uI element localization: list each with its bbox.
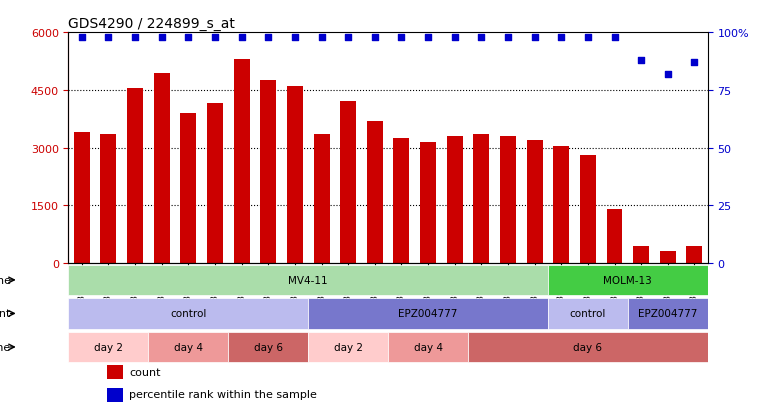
Bar xyxy=(234,60,250,263)
Point xyxy=(342,34,354,41)
Text: cell line: cell line xyxy=(0,275,11,285)
Bar xyxy=(180,114,196,263)
Bar xyxy=(314,135,330,263)
Text: EPZ004777: EPZ004777 xyxy=(638,309,698,319)
Bar xyxy=(553,146,569,263)
FancyBboxPatch shape xyxy=(628,299,708,329)
Bar xyxy=(367,121,383,263)
Text: GDS4290 / 224899_s_at: GDS4290 / 224899_s_at xyxy=(68,17,235,31)
Bar xyxy=(393,139,409,263)
Text: agent: agent xyxy=(0,309,11,319)
Bar xyxy=(207,104,223,263)
Point xyxy=(368,34,380,41)
Bar xyxy=(660,251,676,263)
Point xyxy=(475,34,487,41)
Text: MV4-11: MV4-11 xyxy=(288,275,328,285)
Text: time: time xyxy=(0,342,11,352)
Bar xyxy=(580,156,596,263)
Point xyxy=(661,71,674,78)
Bar xyxy=(607,210,622,263)
FancyBboxPatch shape xyxy=(68,265,548,295)
Bar xyxy=(260,81,276,263)
Bar xyxy=(686,246,702,263)
Text: day 4: day 4 xyxy=(413,342,443,352)
FancyBboxPatch shape xyxy=(308,332,388,362)
Bar xyxy=(154,74,170,263)
FancyBboxPatch shape xyxy=(308,299,548,329)
Text: day 6: day 6 xyxy=(253,342,283,352)
FancyBboxPatch shape xyxy=(548,265,708,295)
Point xyxy=(502,34,514,41)
Point xyxy=(528,34,540,41)
Point xyxy=(129,34,142,41)
Text: day 4: day 4 xyxy=(174,342,203,352)
Bar xyxy=(287,87,303,263)
Point xyxy=(262,34,274,41)
FancyBboxPatch shape xyxy=(388,332,468,362)
FancyBboxPatch shape xyxy=(68,299,308,329)
Bar xyxy=(127,89,143,263)
Point xyxy=(236,34,248,41)
FancyBboxPatch shape xyxy=(228,332,308,362)
Text: day 2: day 2 xyxy=(333,342,363,352)
Text: control: control xyxy=(170,309,206,319)
Bar xyxy=(340,102,356,263)
FancyBboxPatch shape xyxy=(468,332,708,362)
Text: EPZ004777: EPZ004777 xyxy=(398,309,458,319)
FancyBboxPatch shape xyxy=(548,299,628,329)
Point xyxy=(688,60,700,66)
Bar xyxy=(420,142,436,263)
Bar xyxy=(473,135,489,263)
Point xyxy=(449,34,461,41)
Point xyxy=(209,34,221,41)
Bar xyxy=(107,387,123,402)
Bar xyxy=(74,133,90,263)
Point xyxy=(315,34,327,41)
Point xyxy=(635,57,647,64)
Bar xyxy=(500,137,516,263)
Text: percentile rank within the sample: percentile rank within the sample xyxy=(129,389,317,399)
FancyBboxPatch shape xyxy=(148,332,228,362)
Bar xyxy=(447,137,463,263)
Point xyxy=(555,34,567,41)
Text: day 2: day 2 xyxy=(94,342,123,352)
Point xyxy=(102,34,114,41)
Text: MOLM-13: MOLM-13 xyxy=(603,275,652,285)
Point xyxy=(155,34,167,41)
Point xyxy=(396,34,408,41)
Point xyxy=(182,34,194,41)
Point xyxy=(75,34,88,41)
FancyBboxPatch shape xyxy=(68,332,148,362)
Point xyxy=(289,34,301,41)
Text: count: count xyxy=(129,367,161,377)
Point xyxy=(608,34,620,41)
Bar xyxy=(100,135,116,263)
Bar xyxy=(527,140,543,263)
Point xyxy=(581,34,594,41)
Bar xyxy=(107,365,123,380)
Bar xyxy=(633,246,649,263)
Point xyxy=(422,34,434,41)
Text: day 6: day 6 xyxy=(573,342,603,352)
Text: control: control xyxy=(570,309,606,319)
